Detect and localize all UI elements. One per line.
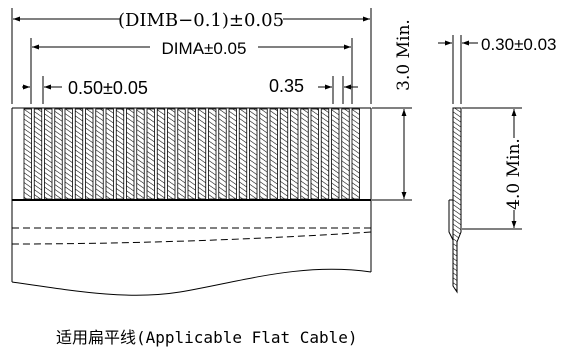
min-4-label: 4.0 Min. [504,138,524,210]
conductor-pad [300,108,309,200]
conductor-pad [85,108,94,200]
conductor-pad [197,108,207,200]
conductor-pad [238,108,248,200]
conductor-pad [115,108,125,200]
conductor-pad [290,108,299,200]
conductor-pad [44,108,53,200]
dashed-line-2 [11,231,372,245]
conductor-pad [310,108,319,200]
conductor-pad [351,108,360,200]
conductor-pad [136,108,145,200]
conductor-pad [177,108,186,200]
conductor-pad [259,108,268,200]
dimension-pad-width: 0.35 [269,76,358,104]
conductor-pad [33,108,43,200]
cable-side-view: 0.30±0.03 4.0 Min. [438,35,557,294]
conductor-pad [218,108,227,200]
side-stiffener [448,199,454,241]
conductor-pad [54,108,63,200]
dim-b-label: (DIMB−0.1)±0.05 [118,10,284,31]
side-sheet [452,107,462,294]
min-3-label: 3.0 Min. [394,19,414,91]
conductor-pad [74,108,84,200]
dimension-pitch: 0.50±0.05 [22,76,148,104]
pitch-label: 0.50±0.05 [68,78,148,98]
conductor-pads [23,108,360,200]
dimension-dim-b: (DIMB−0.1)±0.05 [11,8,372,104]
conductor-pad [331,108,340,200]
conductor-pad [126,108,135,200]
conductor-pad [64,108,73,200]
conductor-pad [320,108,330,200]
conductor-pad [167,108,176,200]
dimension-3-min: 3.0 Min. [372,19,414,201]
conductor-pad [95,108,104,200]
caption: 适用扁平线(Applicable Flat Cable) [56,328,358,347]
conductor-pad [269,108,278,200]
conductor-pad [249,108,258,200]
cable-front-view [11,107,372,296]
conductor-pad [208,108,217,200]
conductor-pad [156,108,166,200]
pad-width-label: 0.35 [269,76,304,96]
thickness-label: 0.30±0.03 [481,35,557,54]
conductor-pad [341,108,350,200]
conductor-pad [23,108,32,200]
conductor-pad [187,108,196,200]
conductor-pad [146,108,155,200]
conductor-pad [228,108,237,200]
dimension-dim-a: DIMA±0.05 [30,38,353,104]
conductor-pad [279,108,289,200]
break-line [11,268,372,296]
dim-a-label: DIMA±0.05 [162,39,247,58]
conductor-pad [105,108,114,200]
